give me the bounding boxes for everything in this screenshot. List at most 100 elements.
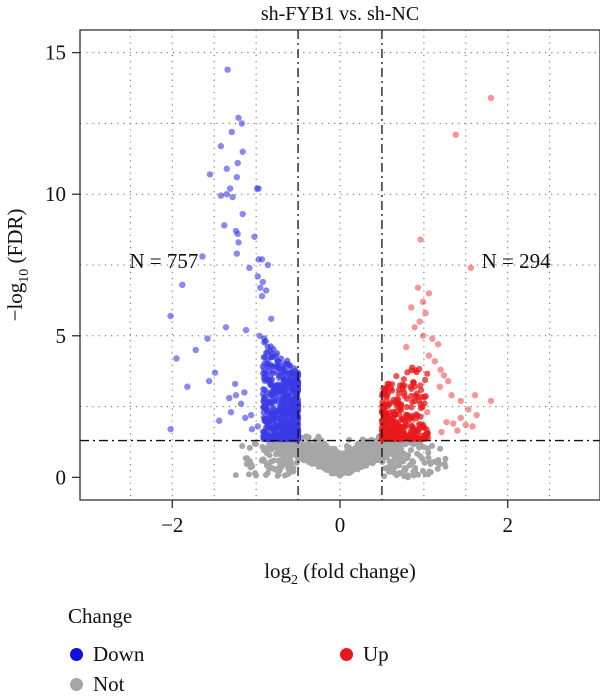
not-point bbox=[249, 463, 256, 470]
down-point bbox=[235, 114, 242, 121]
y-tick-label: 10 bbox=[45, 182, 66, 206]
not-point bbox=[358, 453, 365, 460]
not-point bbox=[338, 450, 345, 457]
not-point bbox=[328, 455, 335, 462]
not-significant-points bbox=[232, 432, 449, 481]
down-point bbox=[248, 426, 256, 433]
legend: Change Down Up Not bbox=[62, 604, 582, 696]
not-point bbox=[401, 473, 408, 480]
up-point bbox=[431, 358, 438, 365]
not-point bbox=[397, 441, 404, 448]
not-point bbox=[260, 447, 267, 454]
down-point bbox=[268, 315, 275, 322]
not-point bbox=[245, 471, 252, 478]
up-point bbox=[443, 418, 450, 426]
y-axis-label: −log10 (FDR) bbox=[3, 209, 32, 322]
up-point bbox=[423, 432, 430, 439]
up-point bbox=[419, 298, 427, 306]
down-point bbox=[259, 278, 267, 286]
not-point bbox=[316, 461, 323, 468]
not-point bbox=[277, 441, 284, 448]
up-point bbox=[487, 397, 495, 405]
down-point bbox=[221, 222, 228, 229]
down-point bbox=[167, 312, 174, 320]
not-point bbox=[369, 441, 376, 448]
not-point bbox=[303, 433, 310, 440]
up-point bbox=[414, 394, 421, 401]
down-point bbox=[261, 404, 268, 412]
up-point bbox=[465, 406, 472, 413]
up-point bbox=[392, 411, 399, 419]
up-point bbox=[399, 386, 407, 393]
up-point bbox=[417, 382, 424, 389]
not-point bbox=[421, 459, 428, 466]
down-point bbox=[206, 171, 214, 178]
grid-lines bbox=[80, 30, 600, 500]
down-point bbox=[242, 326, 250, 334]
not-point bbox=[252, 441, 259, 448]
not-point bbox=[253, 472, 260, 479]
not-point bbox=[403, 440, 410, 447]
not-point bbox=[346, 456, 353, 463]
down-point bbox=[267, 354, 275, 361]
not-point bbox=[314, 455, 321, 462]
down-point bbox=[235, 239, 242, 246]
not-point bbox=[266, 452, 273, 459]
up-point bbox=[452, 131, 459, 138]
down-point bbox=[257, 284, 264, 291]
down-point bbox=[273, 363, 280, 371]
not-point bbox=[281, 472, 288, 479]
down-point bbox=[234, 230, 241, 238]
not-point bbox=[239, 442, 246, 449]
down-point bbox=[289, 368, 296, 376]
up-point bbox=[462, 421, 470, 429]
not-point bbox=[365, 454, 372, 461]
down-point bbox=[264, 261, 272, 269]
not-point bbox=[365, 438, 372, 445]
not-point bbox=[331, 466, 338, 473]
down-point bbox=[279, 411, 286, 418]
not-point bbox=[355, 447, 362, 454]
down-point bbox=[289, 419, 296, 426]
up-point bbox=[416, 318, 423, 325]
legend-swatch-not bbox=[70, 678, 83, 691]
down-point bbox=[237, 400, 245, 407]
up-point bbox=[393, 373, 400, 380]
down-point bbox=[284, 371, 291, 378]
down-point bbox=[241, 389, 248, 396]
up-point bbox=[467, 264, 475, 272]
x-tick-label: −2 bbox=[161, 513, 183, 537]
down-point bbox=[262, 338, 269, 345]
down-point bbox=[255, 185, 262, 192]
up-point bbox=[434, 341, 442, 348]
down-point bbox=[277, 355, 284, 362]
x-axis-label-rest: (fold change) bbox=[298, 559, 416, 583]
up-point bbox=[386, 415, 393, 422]
y-axis-label-main: −log bbox=[3, 282, 27, 321]
not-point bbox=[429, 442, 436, 449]
down-point bbox=[281, 382, 288, 389]
down-point bbox=[285, 427, 292, 434]
not-point bbox=[298, 451, 305, 458]
not-point bbox=[305, 442, 312, 449]
down-point bbox=[261, 377, 268, 384]
not-point bbox=[246, 444, 253, 451]
volcano-plot: sh-FYB1 vs. sh-NC −2 0 2 0 5 10 15 N = 757 N =… bbox=[3, 3, 600, 588]
up-point bbox=[417, 386, 425, 394]
up-point bbox=[388, 427, 396, 434]
down-point bbox=[281, 388, 288, 395]
x-axis-label-sub: 2 bbox=[291, 573, 298, 588]
down-point bbox=[264, 360, 271, 367]
up-point bbox=[425, 352, 433, 359]
down-point bbox=[179, 281, 186, 289]
down-point bbox=[217, 142, 225, 150]
up-point bbox=[457, 397, 464, 405]
up-point bbox=[416, 365, 423, 373]
up-point bbox=[429, 335, 436, 342]
legend-title: Change bbox=[68, 604, 133, 628]
not-point bbox=[437, 445, 444, 452]
up-point bbox=[419, 393, 426, 400]
not-point bbox=[313, 441, 320, 448]
up-point bbox=[412, 434, 419, 441]
up-point bbox=[469, 423, 476, 430]
